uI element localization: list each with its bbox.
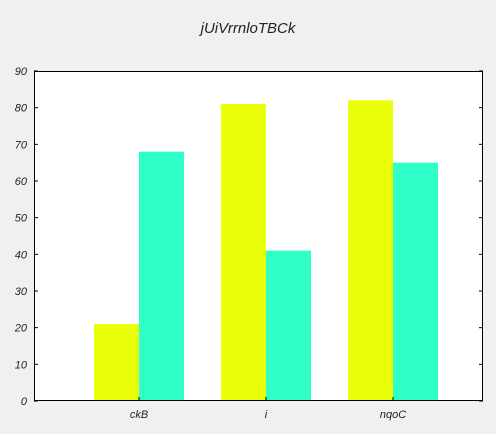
bar-series1-ckB [94,324,139,401]
x-tick-label-i: i [265,409,268,421]
y-tick-label-40: 40 [15,249,28,261]
y-tick-label-0: 0 [21,396,28,408]
x-tick-label-nqoC: nqoC [380,409,406,421]
bar-series2-nqoC [393,162,438,401]
plot-frame [34,71,483,401]
y-tick-label-20: 20 [14,323,28,335]
chart-title: jUiVrrnloTBCk [200,20,296,37]
y-tick-label-80: 80 [15,103,28,115]
y-tick-label-50: 50 [15,213,28,225]
y-tick-label-10: 10 [15,359,28,371]
bar-series1-i [221,104,266,401]
y-tick-label-90: 90 [15,66,28,78]
y-tick-label-70: 70 [15,139,28,151]
y-tick-label-30: 30 [15,286,28,298]
bar-series2-i [266,250,311,401]
bar-series1-nqoC [348,100,393,401]
y-tick-label-60: 60 [15,176,28,188]
x-tick-label-ckB: ckB [130,409,148,421]
bar-series2-ckB [139,151,184,401]
